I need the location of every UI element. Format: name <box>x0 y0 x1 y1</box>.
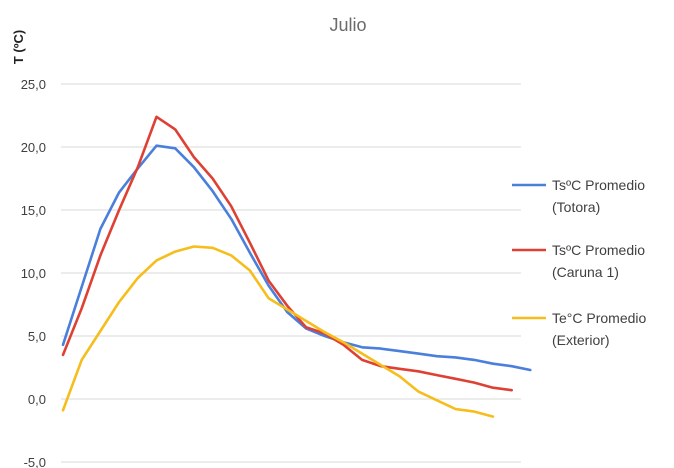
legend-label-1: (Totora) <box>552 199 600 215</box>
legend-label-3: (Exterior) <box>552 332 610 348</box>
legend-label-3: Te°C Promedio <box>552 310 647 326</box>
y-tick-label: 15,0 <box>21 203 46 218</box>
y-tick-label: 25,0 <box>21 77 46 92</box>
gridlines <box>61 83 521 463</box>
y-tick-label: 20,0 <box>21 140 46 155</box>
legend-label-2: TsºC Promedio <box>552 242 645 258</box>
series-lines <box>61 115 532 418</box>
series-line-1 <box>61 144 532 372</box>
y-axis-label: T (ºC) <box>11 30 26 64</box>
chart-title: Julio <box>329 15 366 35</box>
series-line-2 <box>61 115 514 392</box>
legend-label-2: (Caruna 1) <box>552 264 619 280</box>
y-tick-label: 10,0 <box>21 266 46 281</box>
y-tick-label: 5,0 <box>28 329 46 344</box>
legend-label-1: TsºC Promedio <box>552 177 645 193</box>
series-line-3 <box>61 245 495 418</box>
y-tick-labels: 25,0 20,0 15,0 10,0 5,0 0,0 -5,0 <box>21 77 46 468</box>
y-tick-label: -5,0 <box>24 455 46 468</box>
legend: TsºC Promedio (Totora) TsºC Promedio (Carun… <box>512 177 647 348</box>
y-tick-label: 0,0 <box>28 392 46 407</box>
